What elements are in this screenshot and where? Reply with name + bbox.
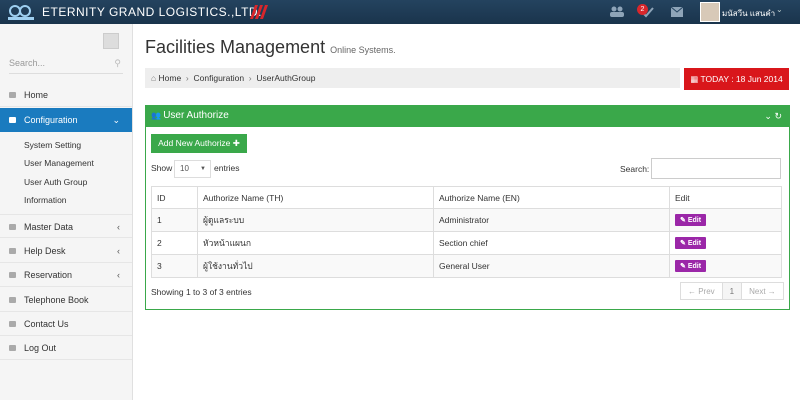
avatar[interactable] — [700, 2, 720, 22]
subtitle: Online Systems. — [330, 45, 396, 55]
logo — [8, 5, 34, 20]
menu-label: Help Desk — [24, 246, 66, 256]
user-name[interactable]: มนัสวีน แสนคำ — [722, 9, 776, 18]
length-select[interactable]: 10 ▼ — [174, 160, 211, 178]
menu-label: Master Data — [24, 222, 74, 232]
column-header[interactable]: Authorize Name (EN) — [433, 186, 670, 209]
mail-icon[interactable] — [671, 7, 683, 17]
sidebar: Search... ⚲ Home Configuration ⌄ System Se… — [0, 24, 133, 400]
menu-label: Home — [24, 90, 49, 100]
breadcrumb-item: UserAuthGroup — [256, 73, 316, 83]
entries-label: entries — [214, 163, 240, 173]
table-info: Showing 1 to 3 of 3 entries — [151, 287, 252, 297]
sidebar-toggle[interactable] — [103, 33, 119, 49]
search-label: Search: — [620, 164, 650, 174]
breadcrumb-item[interactable]: Home — [158, 73, 182, 83]
today-text: TODAY : 18 Jun 2014 — [700, 74, 783, 84]
edit-button[interactable]: ✎ Edit — [675, 260, 707, 272]
cell: 3 — [151, 254, 198, 278]
cell: ผู้ใช้งานทั่วไป — [197, 254, 434, 278]
edit-label: Edit — [687, 217, 702, 224]
row: 3 ผู้ใช้งานทั่วไป General User ✎ Edit — [151, 254, 782, 278]
search-input[interactable] — [651, 158, 781, 179]
menu-item-active[interactable]: Configuration ⌄ — [0, 108, 132, 132]
row: 1 ผู้ดูแลระบบ Administrator ✎ Edit — [151, 208, 782, 232]
header-row: ID Authorize Name (TH) Authorize Name (E… — [151, 186, 782, 209]
menu-item[interactable]: Contact Us — [0, 312, 132, 336]
menu-item[interactable]: Telephone Book — [0, 288, 132, 312]
column-header[interactable]: ID — [151, 186, 198, 209]
page-title: Facilities Management Online Systems. — [145, 37, 396, 58]
submenu-item[interactable]: System Setting — [24, 140, 82, 150]
breadcrumb-item[interactable]: Configuration — [193, 73, 245, 83]
users-icon[interactable] — [610, 6, 624, 18]
cell: 2 — [151, 231, 198, 255]
menu-label: Contact Us — [24, 319, 69, 329]
cell: ผู้ดูแลระบบ — [197, 208, 434, 232]
menu-label: Log Out — [24, 343, 57, 353]
column-header[interactable]: Authorize Name (TH) — [197, 186, 434, 209]
page-prev[interactable]: ← Prev — [680, 282, 723, 300]
search-placeholder: Search... — [9, 58, 46, 68]
cell: ✎ Edit — [669, 254, 782, 278]
panel-header: 👥 User Authorize ⌄ ↻ — [145, 105, 790, 127]
submenu-item[interactable]: User Management — [24, 158, 94, 168]
today-box: ▦ TODAY : 18 Jun 2014 — [684, 68, 789, 90]
notification-badge: 2 — [637, 4, 648, 15]
edit-button[interactable]: ✎ Edit — [675, 214, 707, 226]
panel-tools[interactable]: ⌄ ↻ — [764, 111, 782, 121]
menu-label: Telephone Book — [24, 295, 89, 305]
edit-button[interactable]: ✎ Edit — [675, 237, 707, 249]
top-bar: ETERNITY GRAND LOGISTICS.,LTD. 2 มนัสวีน… — [0, 0, 800, 24]
sidebar-search[interactable]: Search... ⚲ — [9, 58, 123, 74]
pagination: ← Prev 1 Next → — [680, 282, 784, 300]
cell: ✎ Edit — [669, 231, 782, 255]
data-table: ID Authorize Name (TH) Authorize Name (E… — [151, 186, 782, 278]
column-header[interactable]: Edit — [669, 186, 782, 209]
menu-item[interactable]: Reservation ‹ — [0, 263, 132, 287]
menu-item[interactable]: Help Desk ‹ — [0, 239, 132, 263]
cell: Administrator — [433, 208, 670, 232]
title-text: Facilities Management — [145, 37, 326, 57]
add-button[interactable]: Add New Authorize ✚ — [151, 134, 247, 153]
menu-label: Reservation — [24, 270, 73, 280]
submenu-item[interactable]: User Auth Group — [24, 177, 88, 187]
page-number[interactable]: 1 — [721, 282, 743, 300]
menu-item[interactable]: Home — [0, 83, 132, 107]
user-caret[interactable]: ⌄ — [776, 5, 783, 14]
brand: ETERNITY GRAND LOGISTICS.,LTD. — [42, 5, 262, 19]
menu-item[interactable]: Log Out — [0, 336, 132, 360]
submenu-item[interactable]: Information — [24, 195, 67, 205]
length-value: 10 — [180, 164, 189, 173]
cell: Section chief — [433, 231, 670, 255]
panel-title: User Authorize — [163, 110, 229, 121]
cell: หัวหน้าแผนก — [197, 231, 434, 255]
breadcrumb: ⌂ Home › Configuration › UserAuthGroup — [145, 68, 680, 88]
row: 2 หัวหน้าแผนก Section chief ✎ Edit — [151, 231, 782, 255]
menu-label: Configuration — [24, 115, 78, 125]
button-label: Add New Authorize — [158, 138, 231, 148]
edit-label: Edit — [687, 240, 702, 247]
edit-label: Edit — [687, 263, 702, 270]
menu-item[interactable]: Master Data ‹ — [0, 214, 132, 238]
cell: 1 — [151, 208, 198, 232]
cell: General User — [433, 254, 670, 278]
page-next[interactable]: Next → — [741, 282, 784, 300]
brand-stripes — [250, 5, 268, 19]
cell: ✎ Edit — [669, 208, 782, 232]
show-label: Show — [151, 163, 173, 173]
